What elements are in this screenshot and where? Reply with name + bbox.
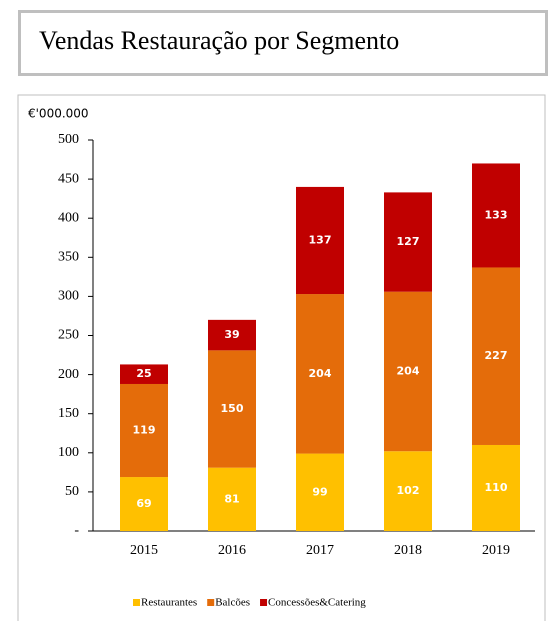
data-label: 102 xyxy=(397,484,420,497)
y-tick-label: 200 xyxy=(58,367,79,382)
bar-segment xyxy=(472,267,520,445)
legend-label: Balcões xyxy=(215,597,250,609)
data-label: 133 xyxy=(485,208,508,221)
chart-title: Vendas Restauração por Segmento xyxy=(39,26,400,55)
data-label: 119 xyxy=(133,424,156,437)
bar-segment xyxy=(472,444,520,531)
data-label: 81 xyxy=(224,492,239,505)
data-label: 99 xyxy=(312,485,327,498)
legend-swatch xyxy=(133,599,140,606)
data-label: 227 xyxy=(485,349,508,362)
bar-segment xyxy=(120,477,168,531)
legend-label: Concessões&Catering xyxy=(268,597,366,609)
data-label: 204 xyxy=(309,367,332,380)
bar-segment xyxy=(296,294,344,454)
y-tick-label: 450 xyxy=(58,171,79,186)
bar-segment xyxy=(296,186,344,295)
x-tick-label: 2018 xyxy=(394,543,422,558)
data-label: 25 xyxy=(136,367,151,380)
legend-label: Restaurantes xyxy=(141,597,197,609)
x-tick-label: 2016 xyxy=(218,543,246,558)
data-label: 110 xyxy=(485,481,508,494)
bar-segment xyxy=(296,453,344,531)
y-tick-label: 350 xyxy=(58,250,79,265)
bar-segment xyxy=(208,319,256,351)
x-tick-label: 2017 xyxy=(306,543,334,558)
data-label: 127 xyxy=(397,235,420,248)
title-box: Vendas Restauração por Segmento xyxy=(18,10,548,76)
bar-segment xyxy=(384,451,432,531)
data-label: 137 xyxy=(309,233,332,246)
y-tick-label: 100 xyxy=(58,445,79,460)
bar-segment xyxy=(208,467,256,531)
y-tick-label: - xyxy=(74,523,79,538)
x-tick-label: 2015 xyxy=(130,543,158,558)
chart-frame xyxy=(17,94,546,621)
data-label: 204 xyxy=(397,364,420,377)
data-label: 69 xyxy=(136,497,151,510)
y-tick-label: 150 xyxy=(58,406,79,421)
y-axis-label: €'000.000 xyxy=(28,107,89,121)
data-label: 150 xyxy=(221,402,244,415)
y-tick-label: 500 xyxy=(58,132,79,147)
bar-segment xyxy=(120,364,168,384)
y-tick-label: 300 xyxy=(58,289,79,304)
y-tick-label: 50 xyxy=(65,484,79,499)
bar-segment xyxy=(472,163,520,268)
bar-segment xyxy=(208,350,256,468)
bar-segment xyxy=(384,291,432,452)
x-tick-label: 2019 xyxy=(482,543,510,558)
legend-swatch xyxy=(260,599,268,606)
legend-swatch xyxy=(207,599,215,606)
bar-segment xyxy=(120,383,168,478)
y-tick-label: 250 xyxy=(58,328,79,343)
bar-segment xyxy=(384,192,432,292)
data-label: 39 xyxy=(224,328,239,341)
y-tick-label: 400 xyxy=(58,210,79,225)
